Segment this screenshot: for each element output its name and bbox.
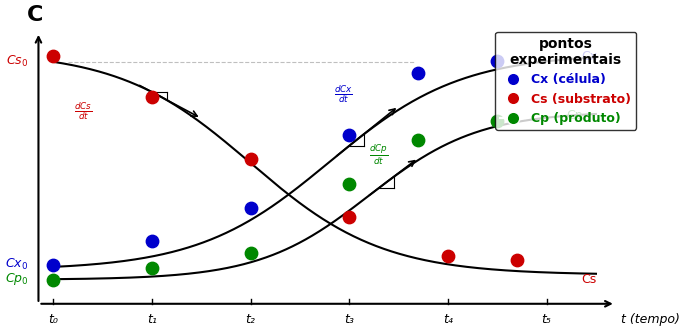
Legend: Cx (célula), Cs (substrato), Cp (produto): Cx (célula), Cs (substrato), Cp (produto… bbox=[495, 32, 636, 130]
Text: t₁: t₁ bbox=[147, 314, 157, 326]
Point bbox=[245, 205, 256, 210]
Text: $Cx_0$: $Cx_0$ bbox=[6, 257, 28, 272]
Point bbox=[48, 53, 59, 59]
Text: Cp: Cp bbox=[566, 109, 583, 122]
Point bbox=[147, 94, 158, 100]
Point bbox=[413, 70, 424, 76]
Text: $\frac{dCp}{dt}$: $\frac{dCp}{dt}$ bbox=[369, 143, 388, 167]
Point bbox=[245, 250, 256, 256]
Point bbox=[492, 58, 503, 63]
Point bbox=[147, 239, 158, 244]
Point bbox=[511, 258, 522, 263]
Point bbox=[245, 157, 256, 162]
Text: Cx: Cx bbox=[581, 50, 597, 63]
Text: C: C bbox=[28, 5, 43, 25]
Text: t₂: t₂ bbox=[246, 314, 256, 326]
Point bbox=[442, 253, 453, 258]
Point bbox=[344, 181, 355, 186]
Text: t₃: t₃ bbox=[344, 314, 354, 326]
Text: $\frac{dCx}{dt}$: $\frac{dCx}{dt}$ bbox=[334, 83, 353, 106]
Text: $Cs_0$: $Cs_0$ bbox=[6, 54, 28, 69]
Point bbox=[48, 277, 59, 282]
Text: t (tempo): t (tempo) bbox=[621, 314, 679, 326]
Text: t₀: t₀ bbox=[48, 314, 58, 326]
Text: t₅: t₅ bbox=[542, 314, 552, 326]
Text: $Cp_0$: $Cp_0$ bbox=[5, 271, 28, 287]
Point bbox=[344, 214, 355, 220]
Point bbox=[413, 138, 424, 143]
Text: Cs: Cs bbox=[581, 273, 597, 286]
Point bbox=[147, 265, 158, 270]
Point bbox=[492, 118, 503, 124]
Text: t₄: t₄ bbox=[443, 314, 453, 326]
Point bbox=[48, 263, 59, 268]
Text: $\frac{dCs}{dt}$: $\frac{dCs}{dt}$ bbox=[74, 100, 92, 122]
Point bbox=[344, 133, 355, 138]
